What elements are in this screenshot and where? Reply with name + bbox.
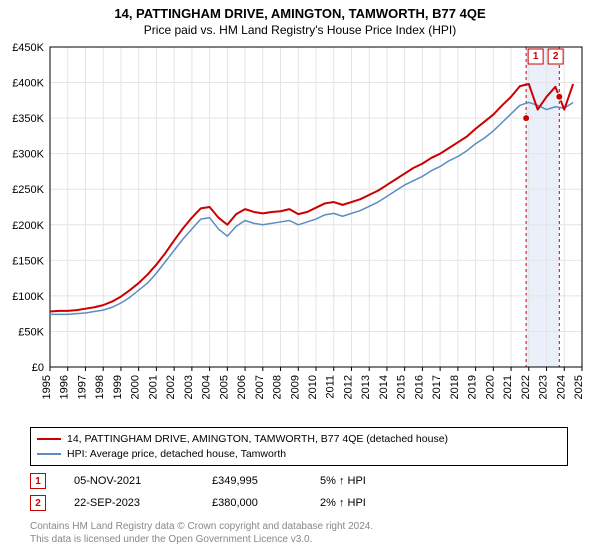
svg-text:2015: 2015 [396,375,408,399]
svg-text:2021: 2021 [502,375,514,399]
svg-text:2010: 2010 [307,375,319,399]
svg-text:2013: 2013 [360,375,372,399]
sale-row: 2 22-SEP-2023 £380,000 2% ↑ HPI [30,492,570,514]
svg-text:1999: 1999 [112,375,124,399]
sales-table: 1 05-NOV-2021 £349,995 5% ↑ HPI 2 22-SEP-2023… [30,470,570,514]
sale-price: £349,995 [212,475,292,487]
svg-text:2014: 2014 [378,375,390,399]
svg-text:2011: 2011 [325,375,337,399]
legend-swatch [37,453,61,455]
legend-label: 14, PATTINGHAM DRIVE, AMINGTON, TAMWORTH… [67,432,448,447]
footer-line-2: This data is licensed under the Open Gov… [30,533,570,546]
svg-text:£250K: £250K [12,184,44,196]
footer-line-1: Contains HM Land Registry data © Crown c… [30,520,570,533]
sale-pct-vs-hpi: 2% ↑ HPI [320,497,410,509]
svg-text:2023: 2023 [538,375,550,399]
svg-text:2020: 2020 [484,375,496,399]
svg-text:1995: 1995 [41,375,53,399]
svg-text:2000: 2000 [130,375,142,399]
svg-text:£350K: £350K [12,113,44,125]
svg-text:2022: 2022 [520,375,532,399]
sale-marker: 1 [30,473,46,489]
svg-text:£300K: £300K [12,149,44,161]
sale-row: 1 05-NOV-2021 £349,995 5% ↑ HPI [30,470,570,492]
legend-item: 14, PATTINGHAM DRIVE, AMINGTON, TAMWORTH… [37,432,561,447]
sale-marker: 2 [30,495,46,511]
legend-swatch [37,438,61,440]
svg-text:2009: 2009 [289,375,301,399]
svg-text:2025: 2025 [573,375,585,399]
svg-text:2005: 2005 [218,375,230,399]
svg-text:1997: 1997 [76,375,88,399]
chart-subtitle: Price paid vs. HM Land Registry's House … [0,21,600,41]
sale-date: 22-SEP-2023 [74,497,184,509]
price-chart-svg: £0 £50K £100K £150K £200K £250K £300K £350K £400… [0,41,600,423]
svg-text:1996: 1996 [59,375,71,399]
svg-text:2008: 2008 [272,375,284,399]
svg-text:2012: 2012 [342,375,354,399]
chart-area: £0 £50K £100K £150K £200K £250K £300K £350K £400… [0,41,600,423]
svg-text:£50K: £50K [18,326,44,338]
chart-title: 14, PATTINGHAM DRIVE, AMINGTON, TAMWORTH… [0,0,600,21]
svg-text:£0: £0 [32,362,44,374]
svg-text:£100K: £100K [12,291,44,303]
svg-text:2019: 2019 [467,375,479,399]
svg-text:1: 1 [533,51,539,62]
svg-text:2006: 2006 [236,375,248,399]
legend: 14, PATTINGHAM DRIVE, AMINGTON, TAMWORTH… [30,427,568,466]
svg-text:£150K: £150K [12,255,44,267]
svg-text:2017: 2017 [431,375,443,399]
legend-item: HPI: Average price, detached house, Tamw… [37,447,561,462]
svg-text:2: 2 [553,51,559,62]
svg-text:1998: 1998 [94,375,106,399]
svg-text:2004: 2004 [201,375,213,399]
footer-attribution: Contains HM Land Registry data © Crown c… [30,520,570,546]
svg-text:2024: 2024 [555,375,567,399]
svg-text:£450K: £450K [12,42,44,54]
svg-text:£400K: £400K [12,78,44,90]
svg-text:2001: 2001 [147,375,159,399]
sale-pct-vs-hpi: 5% ↑ HPI [320,475,410,487]
legend-label: HPI: Average price, detached house, Tamw… [67,447,286,462]
svg-text:2016: 2016 [413,375,425,399]
sale-price: £380,000 [212,497,292,509]
svg-text:2007: 2007 [254,375,266,399]
svg-text:£200K: £200K [12,220,44,232]
svg-text:2003: 2003 [183,375,195,399]
sale-date: 05-NOV-2021 [74,475,184,487]
svg-text:2018: 2018 [449,375,461,399]
svg-text:2002: 2002 [165,375,177,399]
